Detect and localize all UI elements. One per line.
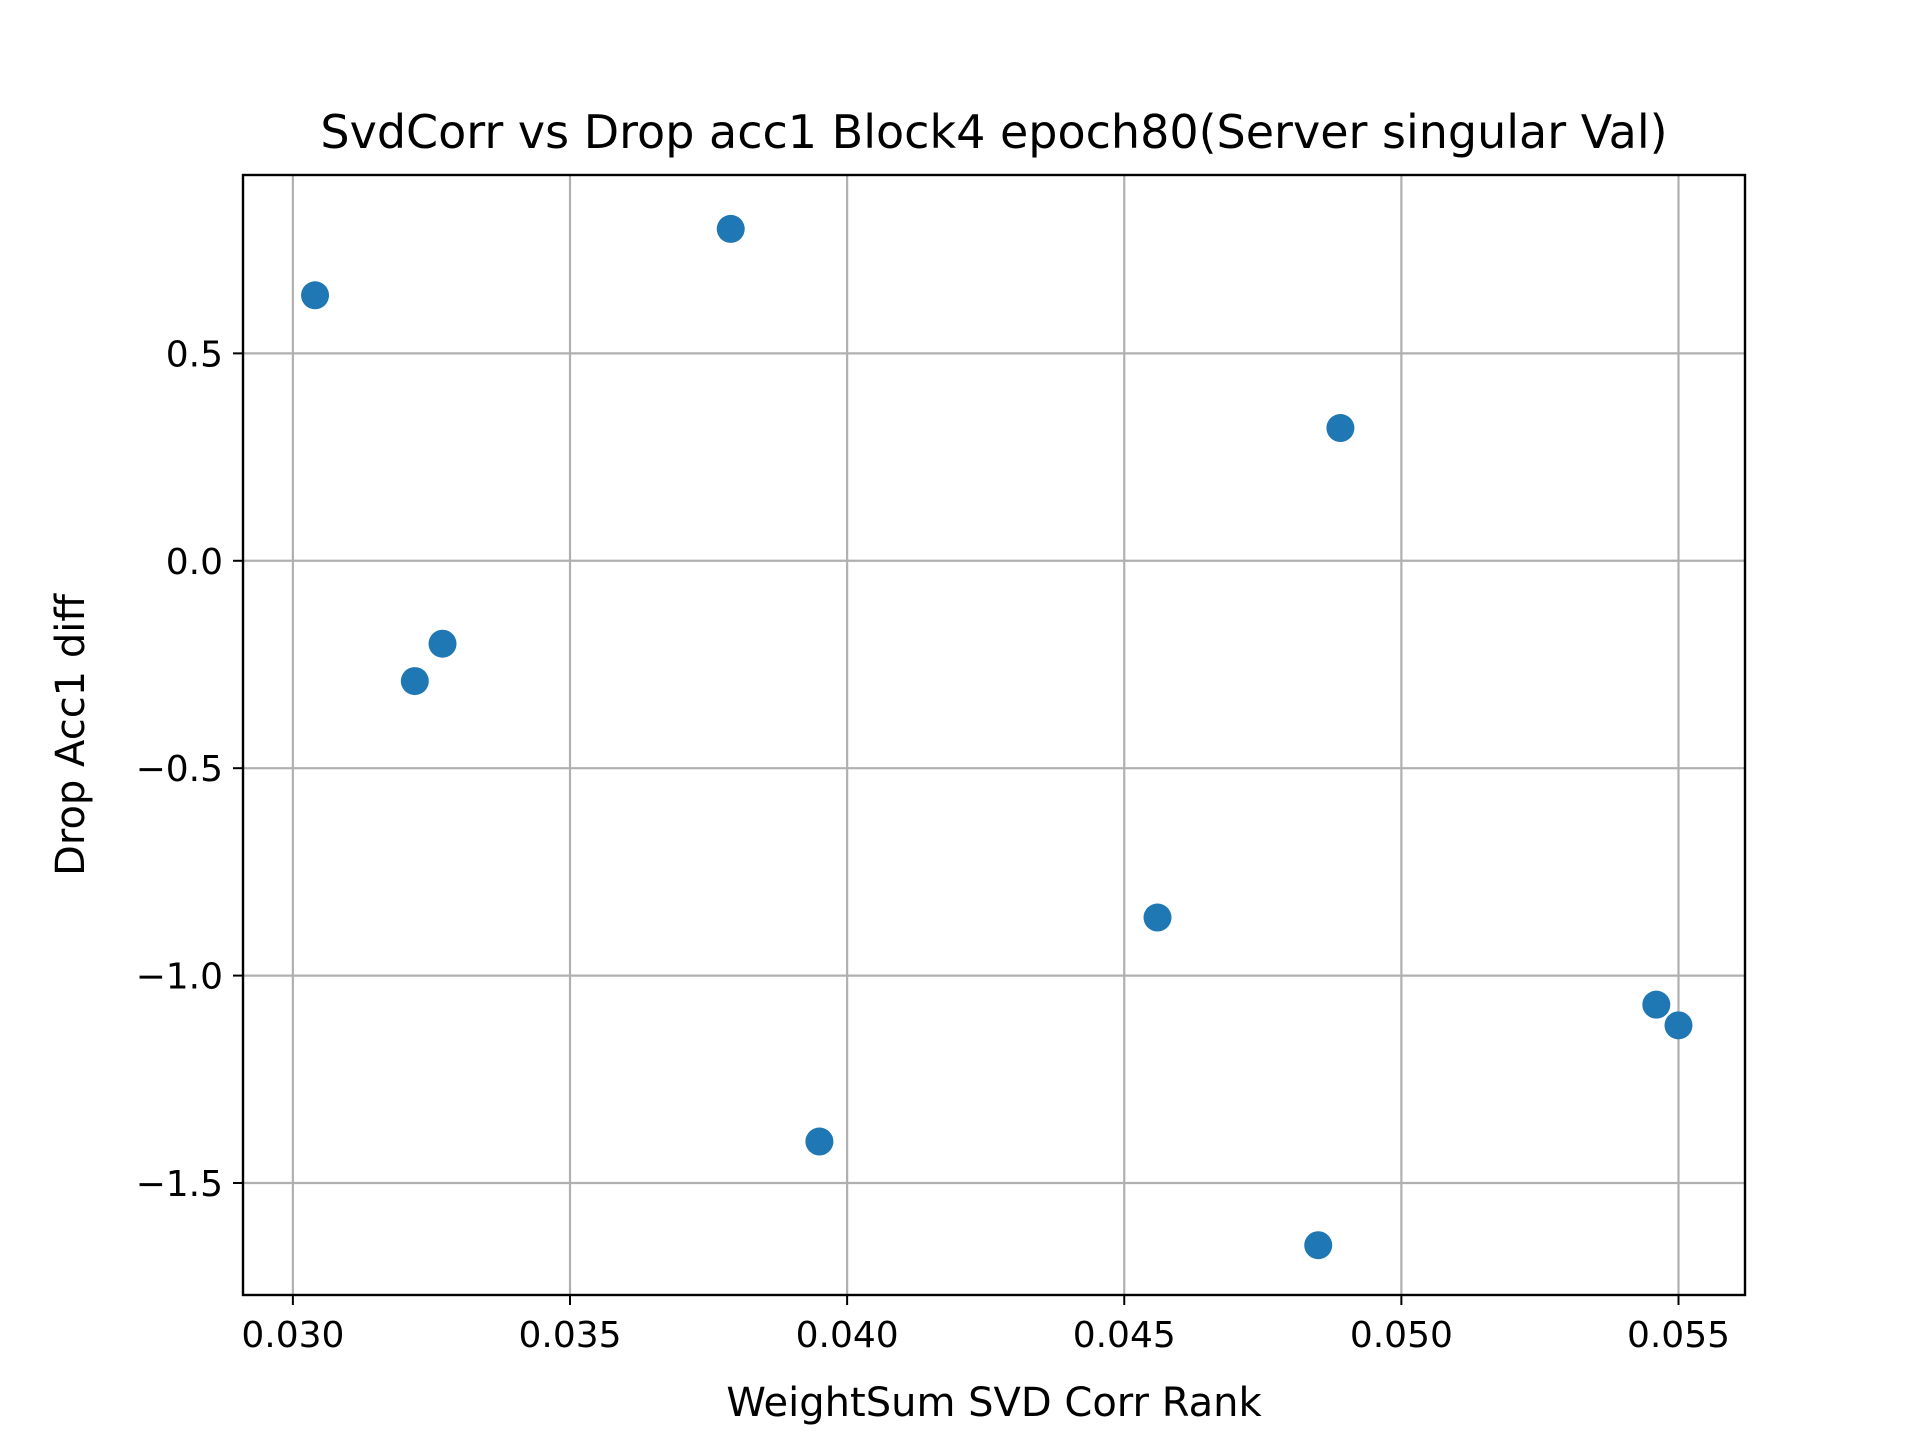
- scatter-point: [1304, 1231, 1333, 1260]
- y-tick-label: 0.0: [166, 542, 223, 583]
- chart-title: SvdCorr vs Drop acc1 Block4 epoch80(Serv…: [320, 105, 1667, 159]
- axis-ticks: 0.030 0.035 0.040 0.045 0.050 0.055 0.5 0.0 −0.5…: [136, 334, 1730, 1356]
- scatter-point: [400, 667, 429, 696]
- x-axis-label: WeightSum SVD Corr Rank: [726, 1380, 1262, 1426]
- scatter-point: [716, 214, 745, 243]
- x-tick-label: 0.045: [1073, 1315, 1176, 1356]
- x-tick-label: 0.030: [241, 1315, 344, 1356]
- scatter-point: [428, 629, 457, 658]
- grid-lines: [243, 175, 1745, 1295]
- x-tick-label: 0.035: [518, 1315, 621, 1356]
- scatter-point: [1642, 990, 1671, 1019]
- plot-frame: [241, 173, 1747, 1297]
- x-tick-label: 0.040: [796, 1315, 899, 1356]
- y-tick-label: −1.0: [136, 957, 223, 998]
- y-axis-label: Drop Acc1 diff: [48, 593, 94, 876]
- scatter-point: [301, 281, 330, 310]
- y-tick-label: −0.5: [136, 749, 223, 790]
- y-tick-label: 0.5: [166, 334, 223, 375]
- data-points: [301, 214, 1693, 1260]
- x-tick-label: 0.055: [1627, 1315, 1730, 1356]
- scatter-point: [1664, 1011, 1693, 1040]
- x-tick-label: 0.050: [1350, 1315, 1453, 1356]
- scatter-point: [1143, 903, 1172, 932]
- scatter-point: [805, 1127, 834, 1156]
- y-tick-label: −1.5: [136, 1164, 223, 1205]
- scatter-point: [1326, 414, 1355, 443]
